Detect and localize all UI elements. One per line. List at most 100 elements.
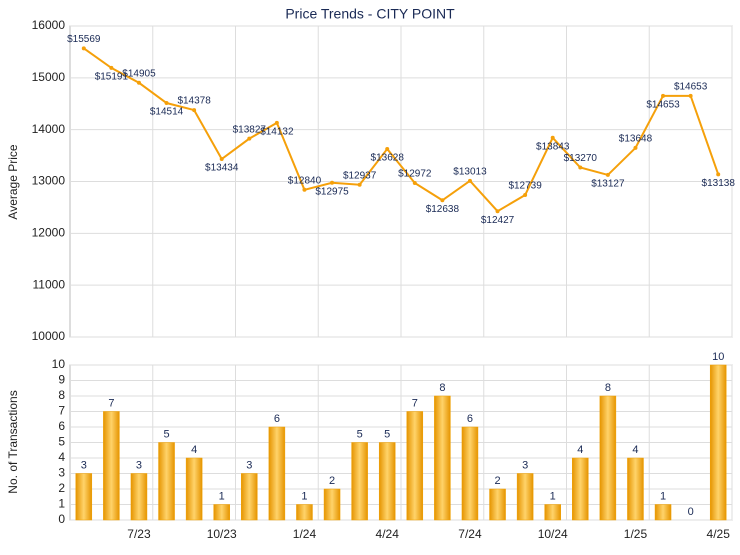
- data-label: $15569: [67, 34, 101, 45]
- data-label: $13270: [564, 153, 598, 164]
- data-label: $14905: [122, 68, 156, 79]
- data-label: 3: [136, 459, 142, 471]
- bar: [489, 488, 506, 521]
- data-label: 5: [357, 428, 363, 440]
- data-label: 1: [550, 490, 556, 502]
- bar: [351, 442, 368, 521]
- bar: [516, 473, 534, 521]
- data-label: 8: [439, 382, 445, 394]
- bar: [599, 395, 617, 521]
- data-label: 4: [191, 444, 197, 456]
- data-label: $13827: [233, 124, 267, 135]
- point: [661, 93, 666, 98]
- point: [302, 187, 307, 192]
- data-label: 5: [384, 428, 390, 440]
- bar: [378, 442, 396, 521]
- point: [440, 198, 445, 203]
- data-label: $14514: [150, 107, 184, 118]
- data-label: $12937: [343, 170, 377, 181]
- line: [83, 47, 720, 213]
- point: [192, 108, 197, 113]
- x-tick-label: 7/24: [458, 527, 482, 541]
- y-tick-label: 7: [58, 404, 65, 418]
- data-label: $13628: [371, 153, 405, 164]
- data-label: $12840: [288, 175, 322, 186]
- data-label: 0: [688, 506, 694, 518]
- data-label: $13648: [619, 134, 653, 145]
- data-label: 2: [494, 475, 500, 487]
- point: [385, 146, 390, 151]
- x-tick-label: 7/23: [127, 527, 151, 541]
- data-label: $14132: [260, 126, 294, 137]
- data-label: $12972: [398, 169, 432, 180]
- data-label: $13127: [591, 179, 625, 190]
- y-axis-title: Average Price: [6, 144, 20, 219]
- bar: [406, 411, 424, 521]
- point: [412, 180, 417, 185]
- data-label: 8: [605, 382, 611, 394]
- data-label: 7: [412, 397, 418, 409]
- x-tick-label: 1/25: [624, 527, 648, 541]
- y-tick-label: 10: [52, 357, 66, 371]
- y-tick-label: 8: [58, 388, 65, 402]
- bar: [434, 395, 451, 521]
- data-label: $12427: [481, 215, 515, 226]
- data-label: $14378: [177, 96, 211, 107]
- data-label: $14653: [674, 81, 708, 92]
- point: [81, 46, 86, 51]
- data-label: 1: [219, 490, 225, 502]
- point: [688, 93, 693, 98]
- point: [633, 145, 638, 150]
- x-tick-label: 4/25: [707, 527, 731, 541]
- data-label: 4: [632, 444, 638, 456]
- x-tick-label: 4/24: [376, 527, 400, 541]
- point: [330, 180, 335, 185]
- y-tick-label: 2: [58, 481, 65, 495]
- point: [219, 157, 224, 162]
- bar: [185, 457, 203, 521]
- data-label: 10: [712, 351, 724, 363]
- point: [109, 65, 114, 70]
- bar: [627, 457, 644, 521]
- point: [605, 172, 610, 177]
- point: [247, 136, 252, 141]
- point: [716, 172, 721, 177]
- y-tick-label: 5: [58, 435, 65, 449]
- data-label: $15191: [95, 72, 129, 83]
- y-axis-title: No. of Transactions: [6, 390, 20, 493]
- bar: [268, 426, 286, 521]
- data-label: $12739: [508, 181, 542, 192]
- bar: [572, 457, 589, 521]
- data-label: $12975: [315, 186, 349, 197]
- data-label: 6: [467, 413, 473, 425]
- point: [550, 135, 555, 140]
- bar: [158, 442, 175, 521]
- point: [495, 209, 500, 214]
- data-label: 3: [81, 459, 87, 471]
- bar: [654, 504, 672, 521]
- y-tick-label: 12000: [32, 226, 66, 240]
- point: [274, 120, 279, 125]
- point: [164, 101, 169, 106]
- bar: [241, 473, 258, 521]
- data-label: 7: [108, 397, 114, 409]
- bar: [296, 504, 313, 521]
- y-tick-label: 13000: [32, 174, 66, 188]
- bar: [103, 411, 120, 521]
- data-label: 1: [301, 490, 307, 502]
- y-tick-label: 14000: [32, 122, 66, 136]
- data-label: $13138: [702, 178, 736, 189]
- data-label: $13434: [205, 163, 239, 174]
- bar: [75, 473, 93, 521]
- chart-title: Price Trends - CITY POINT: [285, 6, 455, 22]
- y-tick-label: 15000: [32, 70, 66, 84]
- x-tick-label: 1/24: [293, 527, 317, 541]
- data-label: 3: [246, 459, 252, 471]
- y-tick-label: 16000: [32, 18, 66, 32]
- data-label: 3: [522, 459, 528, 471]
- point: [357, 182, 362, 187]
- y-tick-label: 4: [58, 450, 65, 464]
- point: [578, 165, 583, 170]
- data-label: 5: [163, 428, 169, 440]
